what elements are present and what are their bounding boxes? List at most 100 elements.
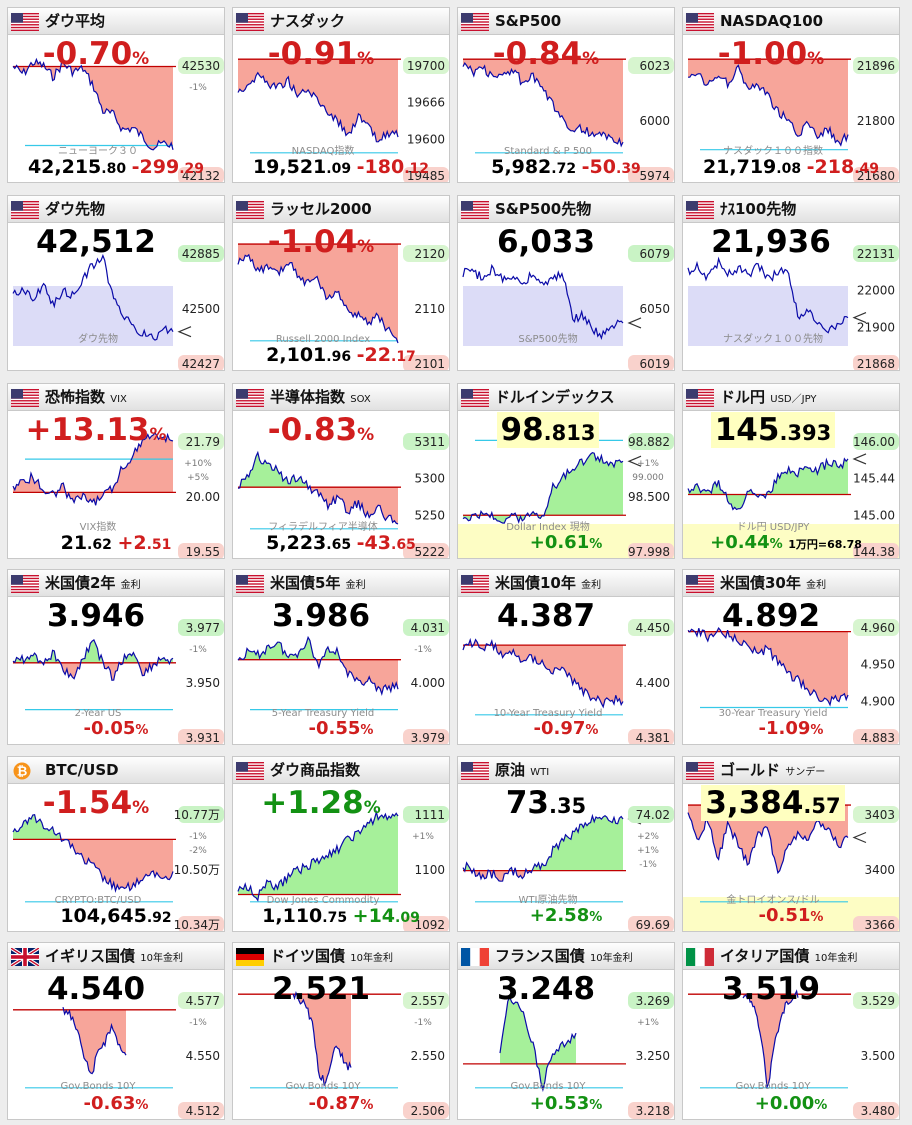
axis-label: 19600 [407,132,445,146]
tile-header: ドル円 USD／JPY [683,384,899,411]
tile-header: 米国債5年 金利 [233,570,449,597]
market-tile[interactable]: 金トロイオンス/ドル 3403 3400 3366 ゴールド サンデー 3,384.57-… [682,756,900,932]
market-tile[interactable]: Dollar Index 現物 98.882 98.500 97.998 +1% 99.0… [457,383,675,559]
axis-label: 2101 [403,355,449,371]
tile-header: 半導体指数 SOX [233,384,449,411]
svg-text:4.000: 4.000 [411,676,445,690]
percent-label: +1% [637,846,659,856]
instrument-name: ドル円 USD／JPY [720,387,817,410]
percent-unit: % [814,1098,828,1113]
de-flag-icon [236,948,264,966]
market-tile[interactable]: Gov.Bonds 10Y 3.529 3.500 3.480 イタリア国債 10年金利… [682,942,900,1120]
instrument-name-text: ダウ先物 [45,200,106,218]
chart-watermark: NASDAQ指数 [292,144,355,157]
market-tile[interactable]: ナスダック１００指数 21896 21800 21680 NASDAQ100 -1.00%… [682,7,900,183]
chart-watermark: ダウ先物 [78,332,118,345]
market-tile[interactable]: ダウ先物 42885 42500 42427 ダウ先物 42,512 [7,195,225,371]
instrument-name: S&P500 [495,11,561,31]
market-tile[interactable]: フィラデルフィア半導体 5311 5300 5250 5222 半導体指数 SOX -0.8… [232,383,450,559]
main-value: 4.892 [683,597,859,635]
btc-flag-icon: ₿ [11,762,39,780]
percent-unit: % [769,537,783,552]
market-tile[interactable]: Standard & P 500 6023 6000 5974 S&P500 -0.84%… [457,7,675,183]
svg-text:3.529: 3.529 [861,994,895,1008]
instrument-subname: USD／JPY [770,394,817,405]
market-tile[interactable]: CRYPTO:BTC/USD 10.77万 10.50万 10.34万 -1% -2% ₿ B… [7,756,225,932]
svg-text:3.480: 3.480 [861,1104,895,1118]
us-flag-icon [236,762,264,781]
instrument-name-text: ドイツ国債 [270,947,346,965]
change-frac: .29 [179,161,205,177]
axis-label: 69.69 [628,916,674,931]
instrument-name-text: ナスダック [270,12,346,30]
main-value: 42,512 [8,223,184,261]
percent-change: +0.53 [529,1093,590,1114]
axis-label: 4.960 [853,619,899,636]
axis-label: 6019 [628,355,674,370]
close-value-int: 104,645 [60,905,147,927]
main-value-int: -0.83 [267,412,358,448]
axis-label: 4.577 [178,992,224,1009]
axis-label: 3.979 [403,729,449,744]
svg-text:42530: 42530 [182,59,220,73]
instrument-name: ダウ先物 [45,199,105,219]
svg-text:2.506: 2.506 [411,1104,445,1118]
percent-change: -0.55 [308,718,361,739]
market-tile[interactable]: Russell 2000 Index 2120 2110 2101 ラッセル2000 -1… [232,195,450,371]
axis-label: 3.950 [186,676,220,690]
market-tile[interactable]: WTI原油先物 74.02 69.69 +2% +1% -1% 原油 WTI 73.35 +2.… [457,756,675,932]
instrument-name-text: 米国債5年 [270,574,341,592]
market-tile[interactable]: VIX指数 21.79 20.00 19.55 +10% +5% 恐怖指数 VIX +13.1… [7,383,225,559]
market-tile[interactable]: Gov.Bonds 10Y 2.557 2.550 2.506 -1% ドイツ国債 10年… [232,942,450,1120]
instrument-subname: サンデー [785,767,826,778]
change-summary: +0.61% [458,532,674,556]
main-value-unit: % [363,798,381,818]
main-value-unit: % [807,49,825,69]
market-tile[interactable]: Gov.Bonds 10Y 3.269 3.250 3.218 +1% フランス国債 10… [457,942,675,1120]
change-summary: 2,101.96 -22.17 [233,344,449,368]
svg-text:2101: 2101 [414,357,445,371]
axis-label: 42530 [178,57,224,74]
tile-header: ラッセル2000 [233,196,449,223]
percent-change: -0.51 [758,905,811,926]
svg-text:146.00: 146.00 [853,435,895,449]
change-frac: .17 [391,349,416,365]
market-tile[interactable]: Gov.Bonds 10Y 4.577 4.550 4.512 -1% イギリス国債 10… [7,942,225,1120]
main-value-int: -1.04 [267,224,358,260]
close-value-int: 21 [60,532,88,554]
market-tile[interactable]: NASDAQ指数 19700 19666 19600 19485 ナスダック -0.91% 1… [232,7,450,183]
percent-unit: % [589,910,603,925]
market-tile[interactable]: ドル円 USD/JPY 146.00 145.44 145.00 144.38 ドル円 U… [682,383,900,559]
market-tile[interactable]: 2-Year US 3.977 3.950 3.931 -1% 米国債2年 金利 3.946… [7,569,225,745]
main-value-int: +1.28 [261,785,364,821]
axis-label: 5300 [414,472,445,486]
svg-text:1111: 1111 [414,808,445,822]
main-value-int: 145 [714,412,780,448]
price-chart: Gov.Bonds 10Y 2.557 2.550 2.506 -1% [238,991,449,1119]
market-tile[interactable]: S&P500先物 6079 6050 6019 S&P500先物 6,033 [457,195,675,371]
axis-label: 42885 [178,245,224,262]
market-tile[interactable]: Dow Jones Commodity 1111 1100 1092 +1% ダウ商品指数… [232,756,450,932]
instrument-name: ダウ商品指数 [270,760,360,780]
svg-text:5311: 5311 [414,435,445,449]
market-tile[interactable]: ナスダック１００先物 22131 22000 21900 21868 ﾅｽ100先物 21,… [682,195,900,371]
close-value-int: 5,982 [491,156,552,178]
axis-label: 5311 [403,433,449,450]
main-value-int: -0.84 [492,36,583,72]
instrument-name-text: ダウ商品指数 [270,761,361,779]
axis-label: 6000 [639,114,670,128]
instrument-name-text: 米国債10年 [495,574,576,592]
market-tile[interactable]: 5-Year Treasury Yield 4.031 4.000 3.979 -1% 米… [232,569,450,745]
svg-text:4.550: 4.550 [186,1049,220,1063]
change-summary: -0.87% [233,1093,449,1117]
us-flag-icon [236,389,264,408]
change-int: +14 [352,905,396,927]
market-tile[interactable]: 30-Year Treasury Yield 4.960 4.950 4.900 4.8… [682,569,900,745]
svg-text:3366: 3366 [864,918,895,932]
main-value: +13.13% [8,411,184,454]
us-flag-icon [11,201,39,220]
market-tile[interactable]: ニューヨーク３０ 42530 42132 -1% ダウ平均 -0.70% 42,215.80… [7,7,225,183]
market-tile[interactable]: 10-Year Treasury Yield 4.450 4.400 4.381 米国債… [457,569,675,745]
it-flag-icon [686,948,714,966]
percent-unit: % [135,1098,149,1113]
